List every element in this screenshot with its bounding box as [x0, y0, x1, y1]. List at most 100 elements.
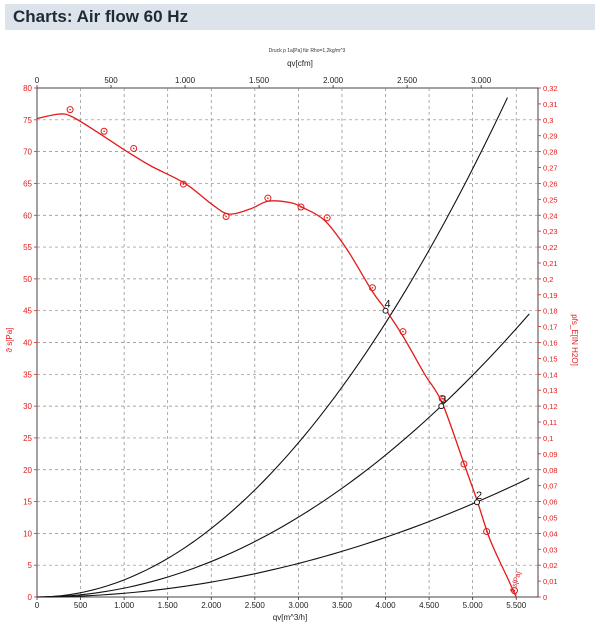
- x-tick-label: 5.000: [463, 601, 484, 610]
- operating-point-3: [438, 403, 445, 410]
- y-right-tick-label: 0,03: [543, 545, 558, 554]
- y-right-tick-label: 0,13: [543, 386, 558, 395]
- x-top-tick-label: 1.500: [249, 76, 270, 85]
- fan-curve-marker: [399, 328, 407, 336]
- fan-curve-marker: [483, 527, 491, 535]
- x-tick-label: 2.000: [201, 601, 222, 610]
- page-title: Charts: Air flow 60 Hz: [5, 4, 595, 30]
- fan-curve-marker: [323, 214, 331, 222]
- x-tick-label: 5.500: [506, 601, 527, 610]
- y-left-tick-label: 25: [23, 434, 32, 443]
- fan-curve-marker-dot: [485, 530, 488, 533]
- operating-point-label-3: 3: [440, 394, 446, 406]
- y-right-tick-label: 0,02: [543, 561, 558, 570]
- x-tick-label: 3.500: [332, 601, 353, 610]
- y-right-tick-label: 0,26: [543, 179, 558, 188]
- y-right-tick-label: 0,31: [543, 100, 558, 109]
- axes: 0 500 1.000 1.500 2.000 2.500 3.000 3.500 4.000 4…: [23, 76, 558, 610]
- fan-curve-marker-dot: [132, 147, 135, 150]
- fan-curve-marker: [460, 460, 468, 468]
- plot-area: [36, 87, 539, 598]
- y-axis-right-label: pfs_E[IN H2O]: [570, 314, 579, 366]
- y-right-tick-label: 0,19: [543, 291, 558, 300]
- operating-point-label-2: 2: [476, 490, 482, 502]
- y-right-tick-label: 0,1: [543, 434, 553, 443]
- fan-curve-marker-dot: [513, 589, 516, 592]
- y-left-tick-label: 50: [23, 275, 32, 284]
- x-top-tick-label: 0: [35, 76, 40, 85]
- fan-curve-marker-dot: [267, 197, 269, 199]
- fan-curve-marker-dot: [402, 330, 404, 333]
- fan-curve-marker-dot: [326, 216, 328, 219]
- y-right-tick-label: 0,3: [543, 116, 553, 125]
- chart-subtitle: Druck p 1a[Pa] für Rho=1,2kg/m^3: [269, 48, 346, 54]
- x-tick-label: 1.500: [158, 601, 179, 610]
- system-curve-3: [36, 313, 530, 598]
- y-left-tick-label: 15: [23, 498, 32, 507]
- fan-curve-marker: [222, 213, 230, 221]
- y-right-tick-label: 0: [543, 593, 547, 602]
- y-right-tick-label: 0,14: [543, 370, 558, 379]
- y-right-tick-label: 0,27: [543, 164, 558, 173]
- x-axis-label: qv[m^3/h]: [273, 613, 307, 622]
- x-top-tick-label: 1.000: [175, 76, 196, 85]
- y-left-tick-label: 60: [23, 211, 32, 220]
- y-left-tick-label: 35: [23, 370, 32, 379]
- x-top-tick-label: 500: [104, 76, 118, 85]
- fan-curve-marker-dot: [69, 108, 71, 111]
- x-top-tick-label: 2.500: [397, 76, 418, 85]
- y-left-tick-label: 30: [23, 402, 32, 411]
- y-left-tick-label: 40: [23, 339, 32, 348]
- y-right-tick-label: 0,05: [543, 513, 558, 522]
- x-tick-label: 500: [74, 601, 88, 610]
- y-right-tick-label: 0,15: [543, 354, 558, 363]
- y-right-tick-label: 0,04: [543, 529, 558, 538]
- y-right-tick-label: 0,01: [543, 577, 558, 586]
- x-tick-label: 3.000: [288, 601, 309, 610]
- y-right-tick-label: 0,24: [543, 211, 558, 220]
- y-right-tick-label: 0,11: [543, 418, 557, 427]
- fan-curve-marker-dot: [441, 397, 443, 400]
- fan-curve-marker: [179, 180, 187, 188]
- y-right-tick-label: 0,29: [543, 132, 558, 141]
- y-right-tick-label: 0,07: [543, 482, 558, 491]
- y-right-tick-label: 0,32: [543, 84, 558, 93]
- fan-curve-marker-dot: [300, 206, 302, 208]
- x-tick-label: 4.000: [376, 601, 397, 610]
- y-right-tick-label: 0,22: [543, 243, 558, 252]
- y-right-tick-label: 0,28: [543, 148, 558, 157]
- y-right-tick-label: 0,08: [543, 466, 558, 475]
- fan-curve-marker: [264, 194, 272, 202]
- y-left-tick-label: 70: [23, 148, 32, 157]
- operating-point-2: [474, 499, 481, 506]
- fan-curve-marker: [100, 127, 108, 135]
- x-axis-top-label: qv[cfm]: [287, 59, 313, 68]
- fan-curve-marker-dot: [225, 215, 227, 218]
- y-left-tick-label: 5: [28, 561, 33, 570]
- y-left-tick-label: 10: [23, 529, 32, 538]
- x-tick-label: 0: [35, 601, 40, 610]
- y-left-tick-label: 55: [23, 243, 32, 252]
- y-right-tick-label: 0,17: [543, 323, 558, 332]
- y-right-tick-label: 0,23: [543, 227, 558, 236]
- fan-curve-marker: [438, 394, 446, 402]
- y-right-tick-label: 0,2: [543, 275, 553, 284]
- grid-lines: [37, 88, 538, 597]
- fan-curve-marker: [368, 284, 376, 292]
- x-tick-label: 2.500: [245, 601, 266, 610]
- fan-curve-marker: [130, 144, 138, 152]
- y-right-tick-label: 0,21: [543, 259, 558, 268]
- y-right-tick-label: 0,18: [543, 307, 558, 316]
- fan-curve-marker: [510, 587, 518, 595]
- system-curve-4: [36, 97, 508, 598]
- fan-curve-marker-dot: [463, 463, 465, 465]
- chart-area: 0 500 1.000 1.500 2.000 2.500 3.000 3.500 4.000 4…: [5, 48, 579, 622]
- y-right-tick-label: 0,25: [543, 195, 558, 204]
- y-left-tick-label: 65: [23, 179, 32, 188]
- fan-curve-marker-dot: [182, 183, 185, 185]
- operating-point-label-4: 4: [385, 299, 391, 311]
- y-left-tick-label: 0: [28, 593, 33, 602]
- x-top-tick-label: 3.000: [471, 76, 492, 85]
- y-axis-left-label: ϑ s[Pa]: [5, 328, 14, 353]
